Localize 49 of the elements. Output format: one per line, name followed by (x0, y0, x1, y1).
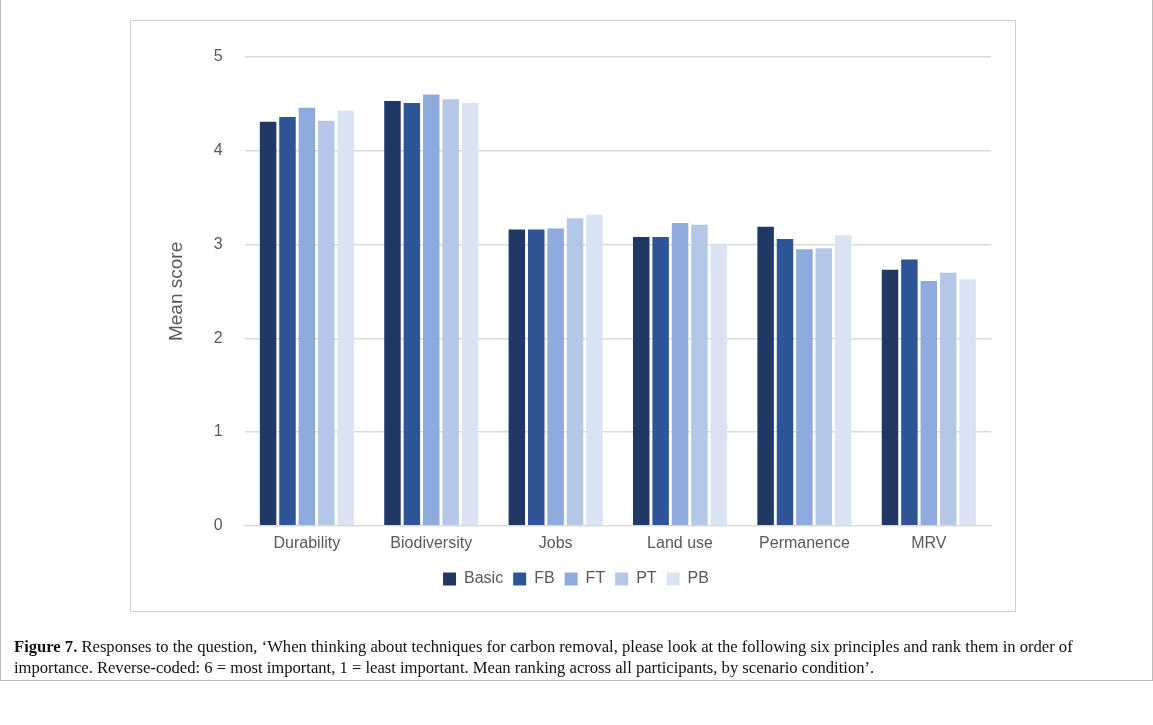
bar (403, 102, 421, 526)
bar (901, 259, 918, 526)
y-axis-title: Mean score (164, 241, 186, 342)
bar (652, 237, 669, 526)
bar (881, 269, 899, 526)
bar (815, 248, 833, 526)
bar (566, 218, 584, 526)
legend-label: PT (636, 569, 657, 587)
legend-label: FB (534, 569, 555, 587)
legend-label: PB (687, 569, 709, 587)
bar (318, 120, 335, 526)
bar (939, 272, 957, 526)
x-tick-label: Jobs (538, 533, 573, 551)
y-tick-label: 4 (213, 141, 223, 159)
bar (710, 244, 728, 526)
bar (528, 229, 545, 526)
bar (384, 101, 401, 526)
bar (632, 237, 650, 526)
bar (423, 94, 440, 526)
y-tick-label: 3 (213, 234, 223, 252)
y-tick-label: 1 (213, 422, 223, 440)
y-tick-label: 2 (213, 328, 223, 346)
bar (691, 224, 708, 526)
bar (920, 281, 938, 526)
bar (337, 110, 354, 526)
bar (796, 249, 813, 526)
bar (442, 99, 459, 526)
x-tick-label: MRV (911, 533, 947, 551)
bar (461, 102, 479, 526)
y-tick-label: 0 (213, 516, 223, 534)
bar (834, 235, 852, 526)
bar (279, 117, 296, 526)
legend-label: FT (585, 569, 606, 587)
bar (298, 107, 316, 526)
x-tick-label: Durability (273, 533, 341, 551)
bar (508, 229, 526, 526)
bar (586, 214, 603, 526)
bar (959, 279, 976, 526)
caption: Figure 7. Responses to the question, ‘When thinking about techniques for carbon removal, please look at the following six principles and rank them in order of importance. Reverse-coded: 6 = most important, 1 = least important. Mean ranking across all participants, by scenario condition’. (14, 636, 1074, 678)
bar (259, 121, 277, 526)
bar (671, 222, 689, 526)
x-tick-label: Permanence (759, 533, 850, 551)
x-tick-label: Biodiversity (390, 533, 473, 551)
bar (757, 226, 774, 526)
bar (776, 238, 794, 526)
bar (547, 228, 564, 526)
legend-label: Basic (464, 569, 504, 587)
x-tick-label: Land use (647, 533, 714, 551)
y-tick-label: 5 (213, 47, 223, 65)
